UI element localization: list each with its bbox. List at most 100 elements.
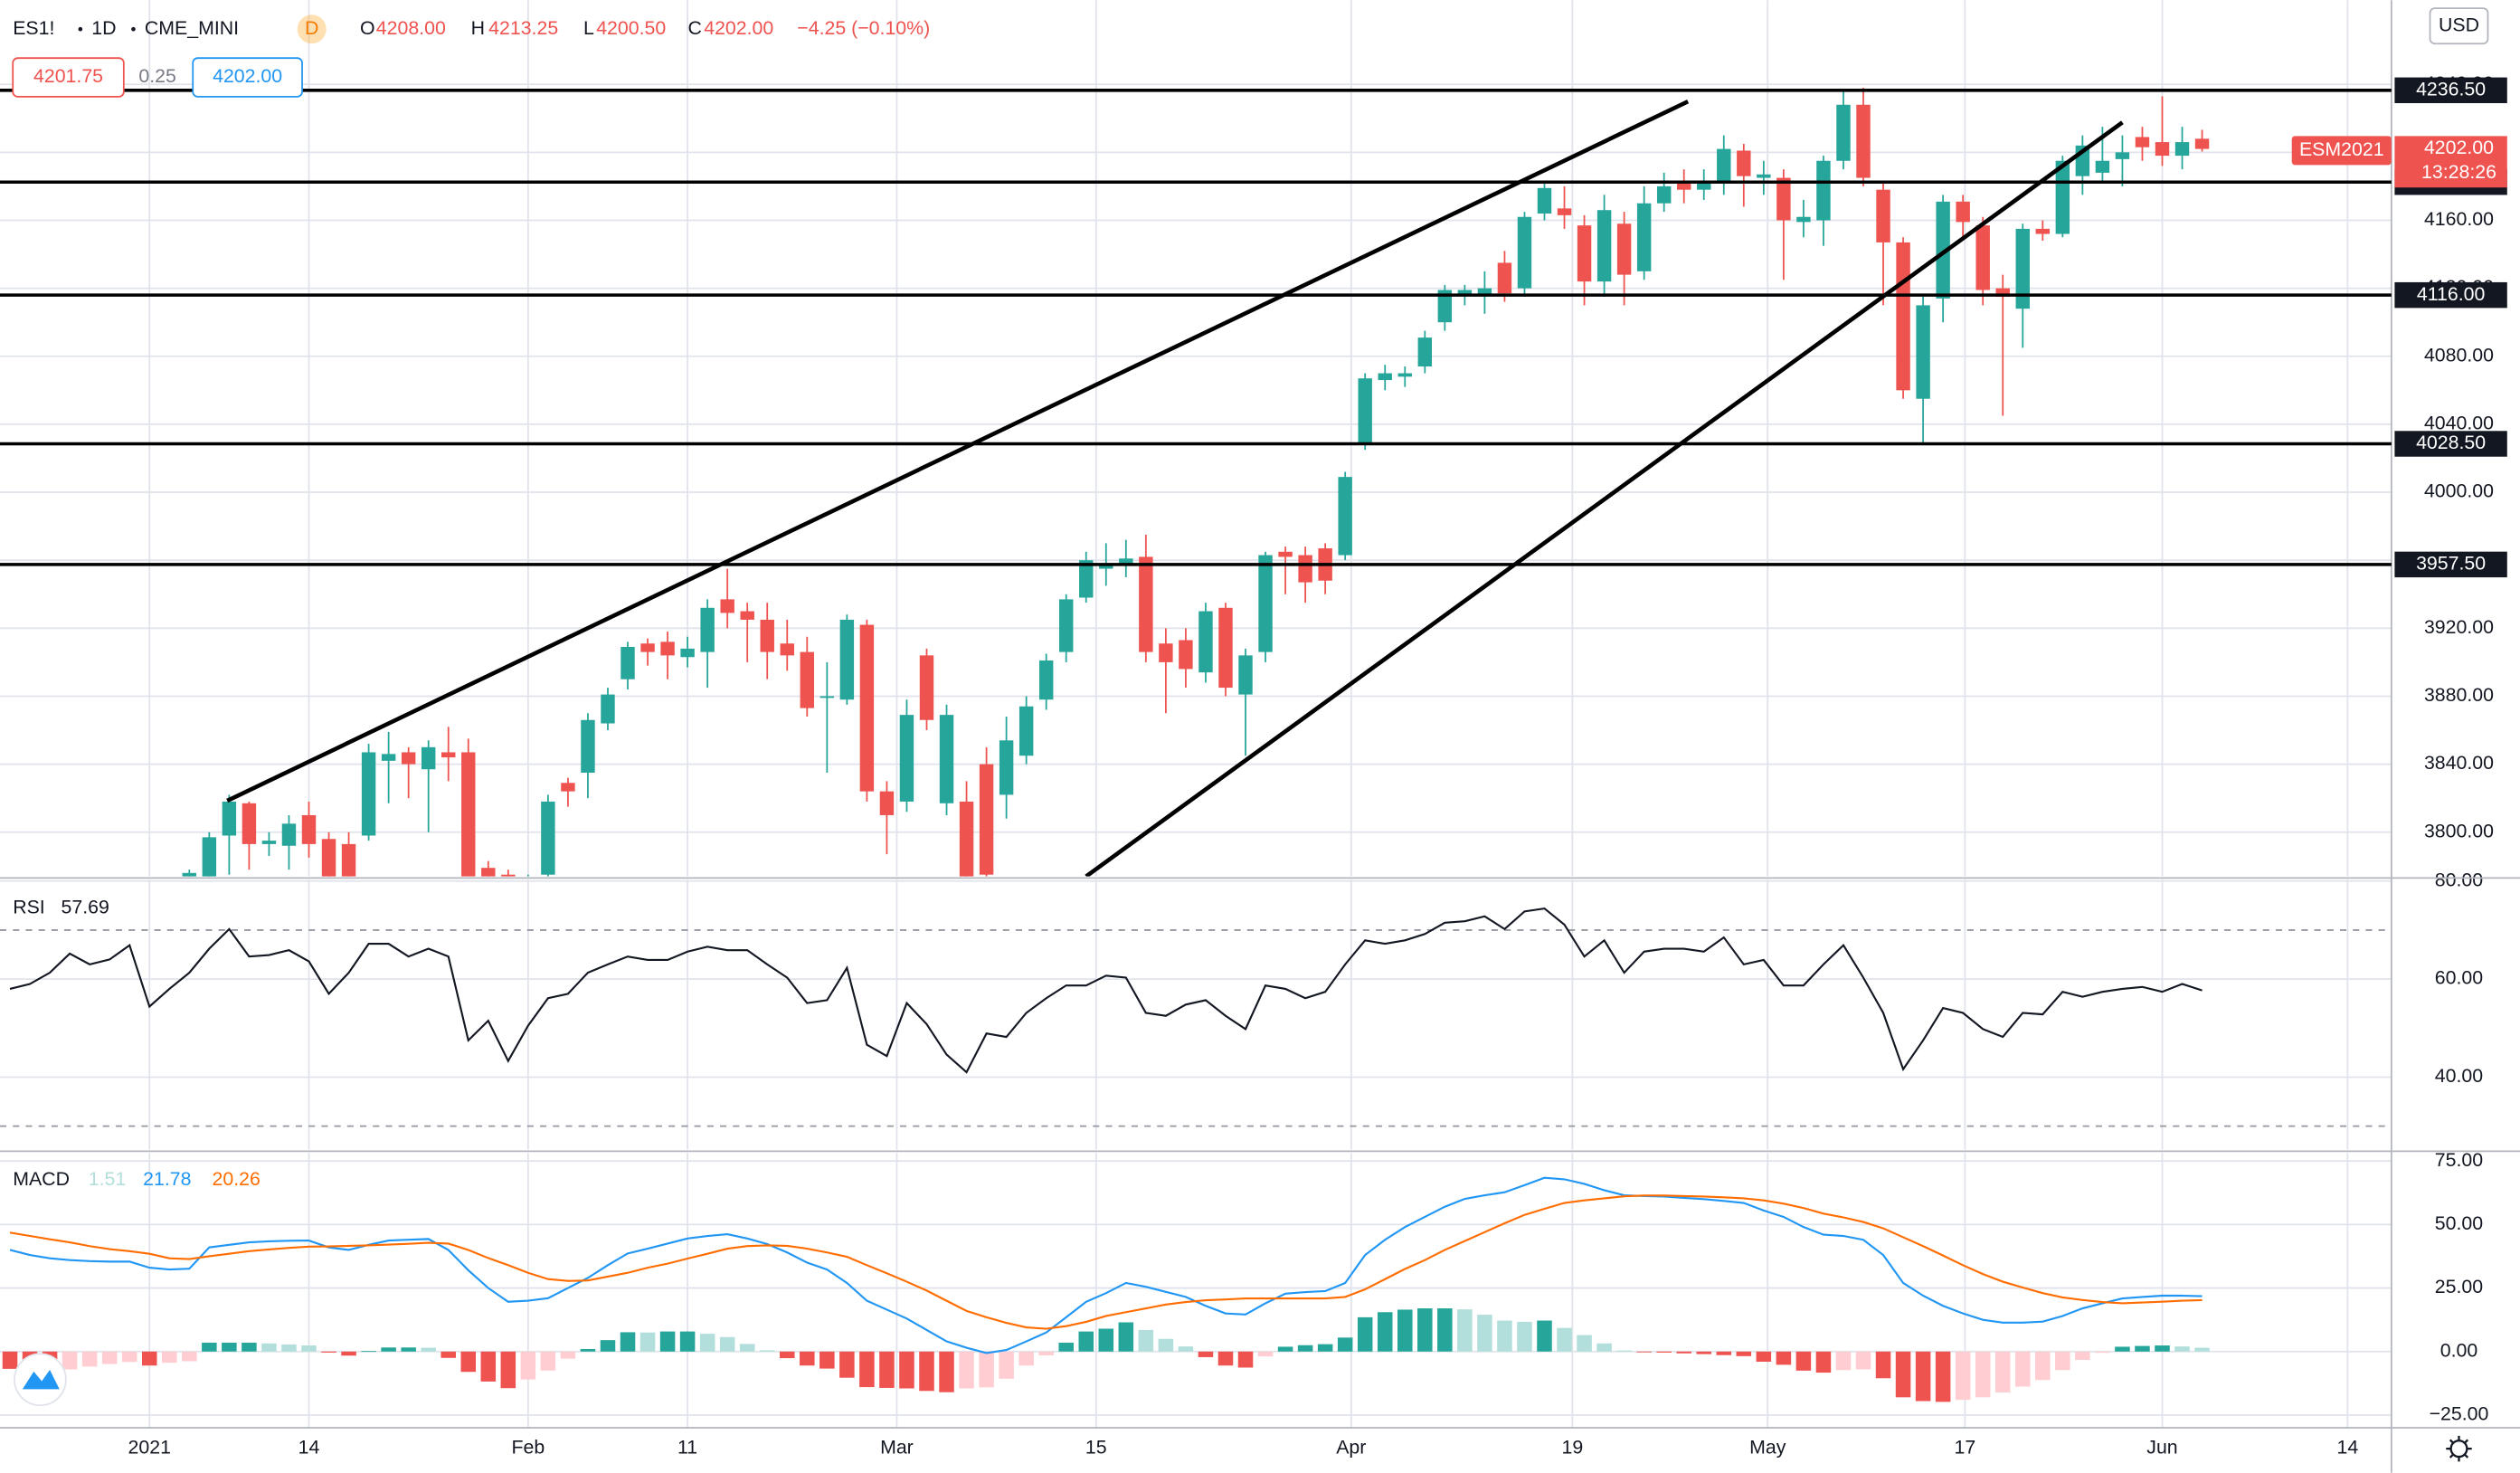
y-tick-label: 4160.00 bbox=[2424, 208, 2494, 230]
x-tick-label: Feb bbox=[511, 1437, 545, 1459]
macd-histogram-bar bbox=[699, 1334, 715, 1352]
candle-body bbox=[481, 868, 496, 877]
candle-body bbox=[1477, 288, 1492, 296]
candle-body bbox=[1636, 203, 1652, 271]
macd-histogram-bar bbox=[2155, 1345, 2170, 1352]
macd-histogram-bar bbox=[1457, 1309, 1473, 1352]
y-tick-label: 75.00 bbox=[2435, 1149, 2483, 1171]
macd-histogram-bar bbox=[1935, 1351, 1951, 1402]
spread: 0.25 bbox=[138, 65, 175, 87]
macd-histogram-bar bbox=[500, 1351, 516, 1389]
macd-histogram-bar bbox=[2115, 1346, 2130, 1352]
macd-histogram-bar bbox=[1676, 1351, 1691, 1354]
candle-body bbox=[361, 752, 376, 836]
data-badge-label: D bbox=[305, 17, 318, 39]
candle-body bbox=[720, 599, 734, 613]
candle-body bbox=[2055, 160, 2070, 234]
x-tick-label: Apr bbox=[1336, 1437, 1366, 1459]
macd-histogram-bar bbox=[839, 1351, 855, 1378]
macd-histogram-bar bbox=[1915, 1351, 1931, 1402]
candle-body bbox=[1856, 104, 1871, 178]
macd-histogram-bar bbox=[1994, 1351, 2011, 1392]
candle-body bbox=[839, 619, 855, 700]
ohlc-value: 4213.25 bbox=[488, 17, 558, 39]
x-tick-label: 19 bbox=[1561, 1437, 1583, 1459]
macd-histogram-bar bbox=[1297, 1345, 1313, 1352]
last-price-badge bbox=[2394, 136, 2507, 188]
bid-box[interactable] bbox=[12, 57, 125, 98]
y-tick-label: 60.00 bbox=[2435, 967, 2483, 989]
macd-histogram-bar bbox=[1098, 1328, 1114, 1352]
x-tick-label: 2021 bbox=[128, 1437, 171, 1459]
level-badge bbox=[2394, 551, 2507, 578]
y-tick-label: 3920.00 bbox=[2424, 616, 2494, 638]
macd-histogram-bar bbox=[1517, 1321, 1532, 1352]
candle-body bbox=[780, 643, 794, 656]
macd-histogram-bar bbox=[859, 1351, 875, 1388]
macd-histogram-bar bbox=[1038, 1351, 1054, 1355]
settings-icon[interactable] bbox=[2446, 1435, 2472, 1462]
level-badge bbox=[2394, 77, 2507, 104]
trend-line bbox=[226, 100, 1690, 803]
macd-histogram-bar bbox=[101, 1351, 118, 1364]
macd-histogram-bar bbox=[341, 1351, 356, 1356]
symbol[interactable]: ES1! bbox=[13, 17, 54, 39]
macd-histogram-bar bbox=[162, 1351, 177, 1364]
signal-value: 20.26 bbox=[213, 1168, 261, 1190]
macd-line bbox=[9, 1194, 2203, 1330]
x-tick-label: 14 bbox=[298, 1437, 320, 1459]
candle-body bbox=[381, 754, 396, 761]
candle-body bbox=[202, 837, 217, 877]
x-tick-label: Jun bbox=[2146, 1437, 2177, 1459]
candle-body bbox=[1238, 655, 1253, 695]
candle-body bbox=[2155, 142, 2170, 157]
candle-body bbox=[1437, 290, 1453, 323]
rsi-title: RSI bbox=[13, 897, 45, 918]
macd-histogram-bar bbox=[1656, 1351, 1672, 1353]
currency-box[interactable] bbox=[2429, 7, 2489, 45]
macd-title: MACD bbox=[13, 1168, 70, 1190]
macd-histogram-bar bbox=[1497, 1320, 1512, 1352]
macd-histogram-bar bbox=[580, 1348, 596, 1352]
ohlc-value: 4208.00 bbox=[376, 17, 446, 39]
macd-histogram-bar bbox=[679, 1331, 696, 1352]
candle-body bbox=[979, 764, 994, 875]
macd-histogram-bar bbox=[441, 1351, 456, 1358]
macd-histogram-bar bbox=[2135, 1345, 2150, 1352]
macd-histogram-bar bbox=[281, 1344, 297, 1352]
y-tick-label: 4080.00 bbox=[2424, 344, 2494, 366]
interval[interactable]: 1D bbox=[91, 17, 116, 39]
y-tick-label: −25.00 bbox=[2430, 1403, 2489, 1425]
macd-histogram-bar bbox=[979, 1351, 994, 1388]
macd-histogram-bar bbox=[819, 1351, 835, 1369]
candle-body bbox=[222, 801, 237, 836]
candle-body bbox=[341, 843, 356, 877]
macd-histogram-bar bbox=[739, 1344, 755, 1352]
macd-histogram-bar bbox=[1537, 1320, 1552, 1352]
y-tick-label: 25.00 bbox=[2435, 1276, 2483, 1297]
price-plot bbox=[182, 87, 2210, 877]
candle-body bbox=[1139, 556, 1153, 652]
y-tick-label: 80.00 bbox=[2435, 869, 2483, 890]
candle-body bbox=[421, 746, 436, 770]
candle-body bbox=[1179, 640, 1193, 670]
macd-histogram-bar bbox=[800, 1351, 815, 1366]
macd-histogram-bar bbox=[1437, 1308, 1453, 1352]
macd-histogram-bar bbox=[1795, 1351, 1812, 1371]
candle-body bbox=[281, 823, 297, 846]
candle-body bbox=[700, 607, 715, 652]
candle-body bbox=[581, 719, 595, 773]
macd-histogram-bar bbox=[899, 1351, 914, 1389]
candle-body bbox=[939, 715, 954, 803]
y-tick-label: 3880.00 bbox=[2424, 684, 2494, 706]
candle-body bbox=[1397, 373, 1412, 377]
logo-mark bbox=[22, 1370, 60, 1390]
candle-body bbox=[1836, 104, 1851, 161]
macd-histogram-bar bbox=[1138, 1329, 1154, 1352]
candle-body bbox=[1218, 607, 1233, 689]
price-change: −4.25 (−0.10%) bbox=[797, 17, 930, 39]
data-badge[interactable] bbox=[297, 14, 327, 44]
contract-badge bbox=[2291, 136, 2392, 166]
ask-box[interactable] bbox=[192, 57, 303, 98]
